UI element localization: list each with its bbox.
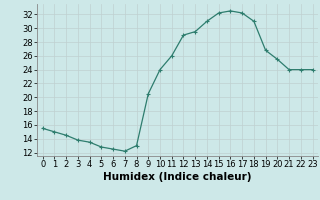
X-axis label: Humidex (Indice chaleur): Humidex (Indice chaleur) bbox=[103, 172, 252, 182]
